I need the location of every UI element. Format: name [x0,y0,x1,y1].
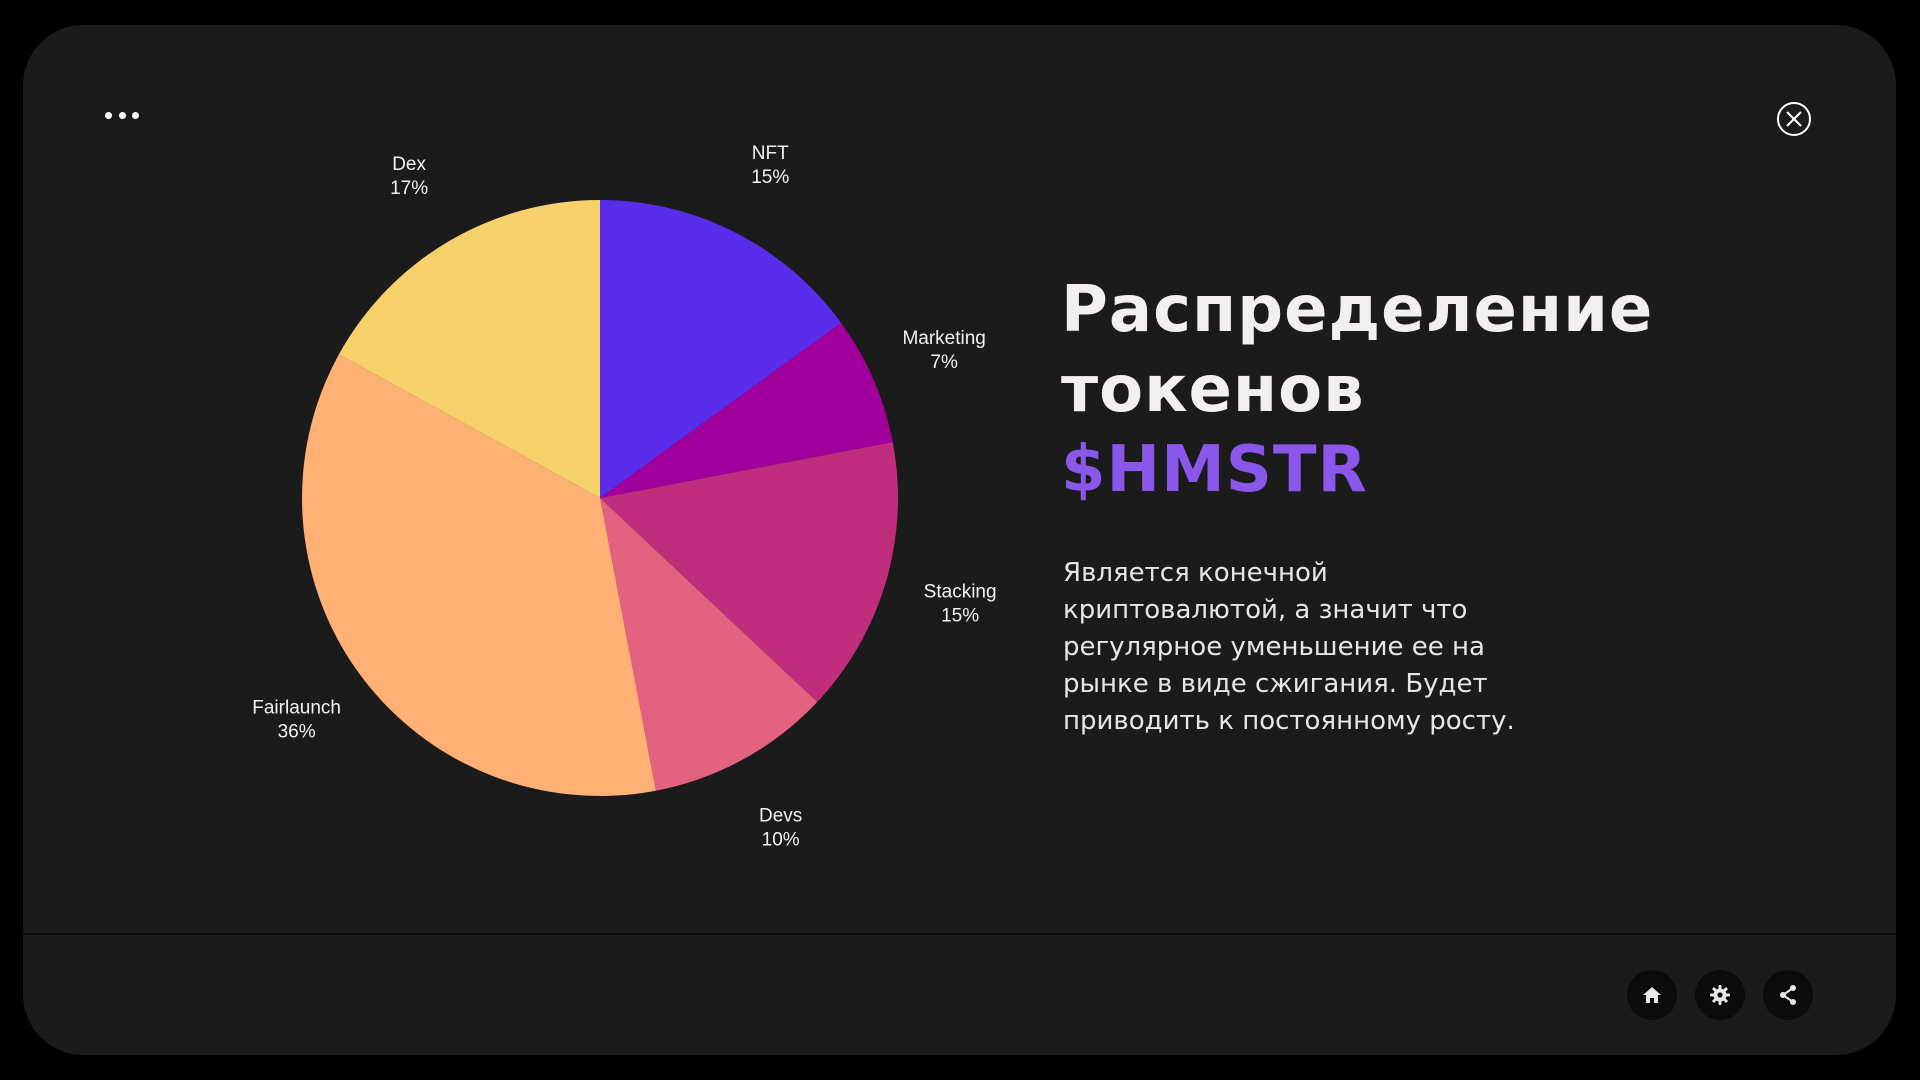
dot [105,111,112,119]
close-button[interactable] [1777,102,1811,136]
title-line-2: токенов [1061,353,1365,427]
slice-label-dex: Dex 17% [390,154,428,199]
title-accent: $HMSTR [1061,433,1368,507]
footer-divider [23,933,1896,935]
pie-slice-marketing [600,322,893,498]
slice-label-stacking: Stacking 15% [924,582,997,627]
slice-label-fairlaunch: Fairlaunch 36% [252,697,341,742]
more-dots-icon[interactable] [105,105,139,125]
slice-label-nft: NFT 15% [751,143,789,188]
settings-button[interactable] [1695,970,1745,1020]
pie-chart: NFT 15% Marketing 7% Stacking 15% Devs 10% Fairl… [252,143,997,851]
dot [132,111,139,119]
pie-slice-fairlaunch [301,354,656,796]
page-title: Распределение токенов $HMSTR [1061,270,1653,510]
pie-slice-stacking [600,442,899,702]
dot [118,111,126,119]
slice-label-marketing: Marketing 7% [902,328,985,373]
pie-slice-devs [600,498,818,791]
pie-slice-nft [600,200,842,498]
share-button[interactable] [1763,970,1813,1020]
gear-icon [1710,985,1730,1005]
share-icon [1780,985,1796,1005]
home-button[interactable] [1627,970,1677,1020]
description-text: Является конечной криптовалютой, а значи… [1063,558,1515,736]
title-line-1: Распределение [1061,273,1654,347]
presentation-card: NFT 15% Marketing 7% Stacking 15% Devs 10% Fairl… [23,25,1896,1055]
close-icon [1786,111,1802,127]
pie-slice-dex [338,200,600,498]
home-icon [1643,987,1661,1003]
slice-label-devs: Devs 10% [759,806,802,851]
